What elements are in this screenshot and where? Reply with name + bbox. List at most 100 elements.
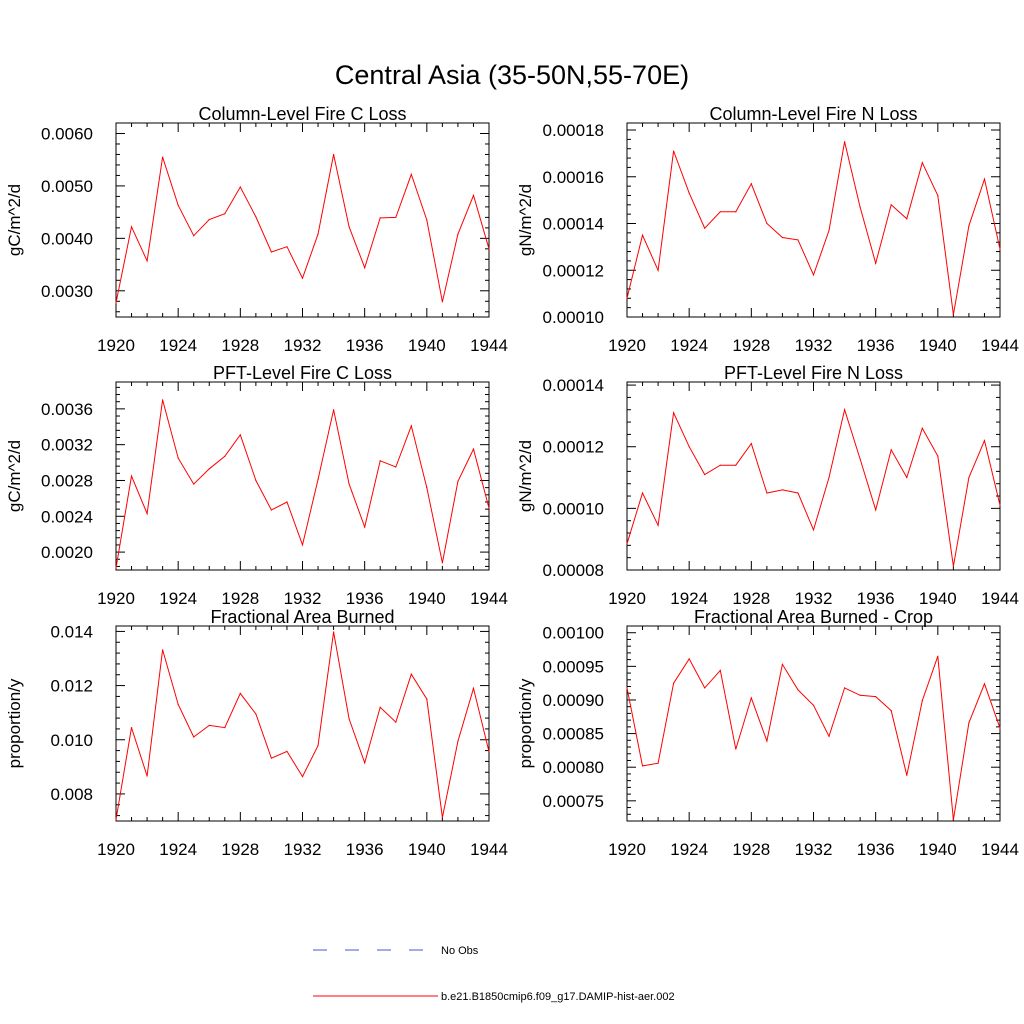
y-tick-label: 0.00012 <box>543 438 604 457</box>
y-tick-label: 0.00010 <box>543 499 604 518</box>
data-point <box>177 457 179 459</box>
x-tick-label: 1920 <box>97 336 135 355</box>
data-point <box>255 713 257 715</box>
data-point <box>828 229 830 232</box>
data-point <box>426 219 428 221</box>
data-point <box>999 248 1001 250</box>
y-tick-label: 0.00012 <box>543 261 604 280</box>
x-tick-label: 1932 <box>284 336 322 355</box>
x-tick-label: 1944 <box>470 840 508 859</box>
x-tick-label: 1940 <box>919 840 957 859</box>
x-tick-label: 1944 <box>981 840 1019 859</box>
data-point <box>921 427 923 429</box>
x-tick-label: 1932 <box>795 589 833 608</box>
data-point <box>719 669 721 671</box>
data-point <box>130 726 133 729</box>
y-tick-label: 0.010 <box>50 731 93 750</box>
data-point <box>379 217 381 219</box>
data-point <box>828 735 830 737</box>
data-point <box>301 544 304 546</box>
y-tick-label: 0.00080 <box>543 758 604 777</box>
data-point <box>906 476 908 479</box>
data-point <box>130 475 133 477</box>
data-point <box>162 156 164 158</box>
data-point <box>224 213 226 215</box>
x-tick-label: 1936 <box>346 589 384 608</box>
data-point <box>673 150 675 152</box>
data-point <box>162 399 164 401</box>
data-point <box>146 775 148 777</box>
x-tick-label: 1924 <box>159 336 197 355</box>
data-point <box>968 225 970 227</box>
data-point <box>457 480 459 482</box>
y-tick-label: 0.0060 <box>41 124 93 143</box>
series-line <box>115 154 490 303</box>
data-point <box>270 757 273 759</box>
data-point <box>937 455 939 457</box>
legend-label: No Obs <box>441 945 479 957</box>
x-tick-label: 1924 <box>670 336 708 355</box>
data-point <box>735 748 737 750</box>
y-axis-label: gN/m^2/d <box>516 440 535 512</box>
data-point <box>890 710 892 712</box>
x-tick-label: 1944 <box>470 589 508 608</box>
x-tick-label: 1920 <box>608 840 646 859</box>
x-tick-label: 1924 <box>159 840 197 859</box>
plot-frame <box>115 122 490 318</box>
y-axis-label: proportion/y <box>516 678 535 768</box>
data-point <box>441 562 443 564</box>
data-point <box>270 251 273 253</box>
data-point <box>395 216 397 218</box>
data-point <box>395 721 397 723</box>
data-point <box>750 443 752 445</box>
data-point <box>828 476 830 479</box>
data-point <box>704 473 706 476</box>
x-tick-label: 1940 <box>408 336 446 355</box>
data-point <box>781 236 784 239</box>
data-point <box>843 141 846 143</box>
data-point <box>193 736 195 738</box>
data-point <box>239 692 241 695</box>
plot-frame <box>115 381 490 571</box>
data-point <box>657 762 659 764</box>
y-tick-label: 0.0024 <box>41 507 93 526</box>
x-tick-label: 1932 <box>284 840 322 859</box>
x-tick-label: 1920 <box>608 336 646 355</box>
data-point <box>719 464 721 466</box>
data-point <box>735 211 737 213</box>
x-tick-label: 1920 <box>97 589 135 608</box>
y-tick-label: 0.00014 <box>543 376 604 395</box>
data-point <box>875 509 877 511</box>
data-point <box>208 218 210 221</box>
data-point <box>441 816 443 819</box>
series-line <box>626 656 1001 820</box>
data-point <box>766 492 768 494</box>
data-point <box>193 483 195 485</box>
series-line <box>115 631 490 820</box>
data-point <box>859 458 861 460</box>
data-point <box>952 314 954 316</box>
data-point <box>626 687 628 689</box>
data-point <box>364 267 366 269</box>
data-point <box>750 183 752 185</box>
data-point <box>239 186 241 188</box>
data-point <box>626 543 628 545</box>
x-tick-label: 1928 <box>732 589 770 608</box>
data-point <box>332 153 335 156</box>
data-point <box>457 740 459 742</box>
chart-panel-2: Column-Level Fire N Loss 1920 1924 1928 1932… <box>516 104 1019 355</box>
data-point <box>162 649 164 651</box>
data-point <box>999 727 1001 729</box>
y-tick-label: 0.0050 <box>41 177 93 196</box>
x-tick-label: 1940 <box>408 840 446 859</box>
data-point <box>921 162 923 164</box>
data-point <box>177 703 179 706</box>
x-tick-label: 1928 <box>732 336 770 355</box>
chart-panel-1: Column-Level Fire C Loss 1920 1924 1928 1932… <box>5 104 508 355</box>
panel-title: Fractional Area Burned - Crop <box>694 607 933 627</box>
x-tick-label: 1920 <box>97 840 135 859</box>
plot-frame <box>626 122 1001 318</box>
data-point <box>286 750 288 752</box>
y-tick-label: 0.0020 <box>41 543 93 562</box>
data-point <box>146 513 148 515</box>
